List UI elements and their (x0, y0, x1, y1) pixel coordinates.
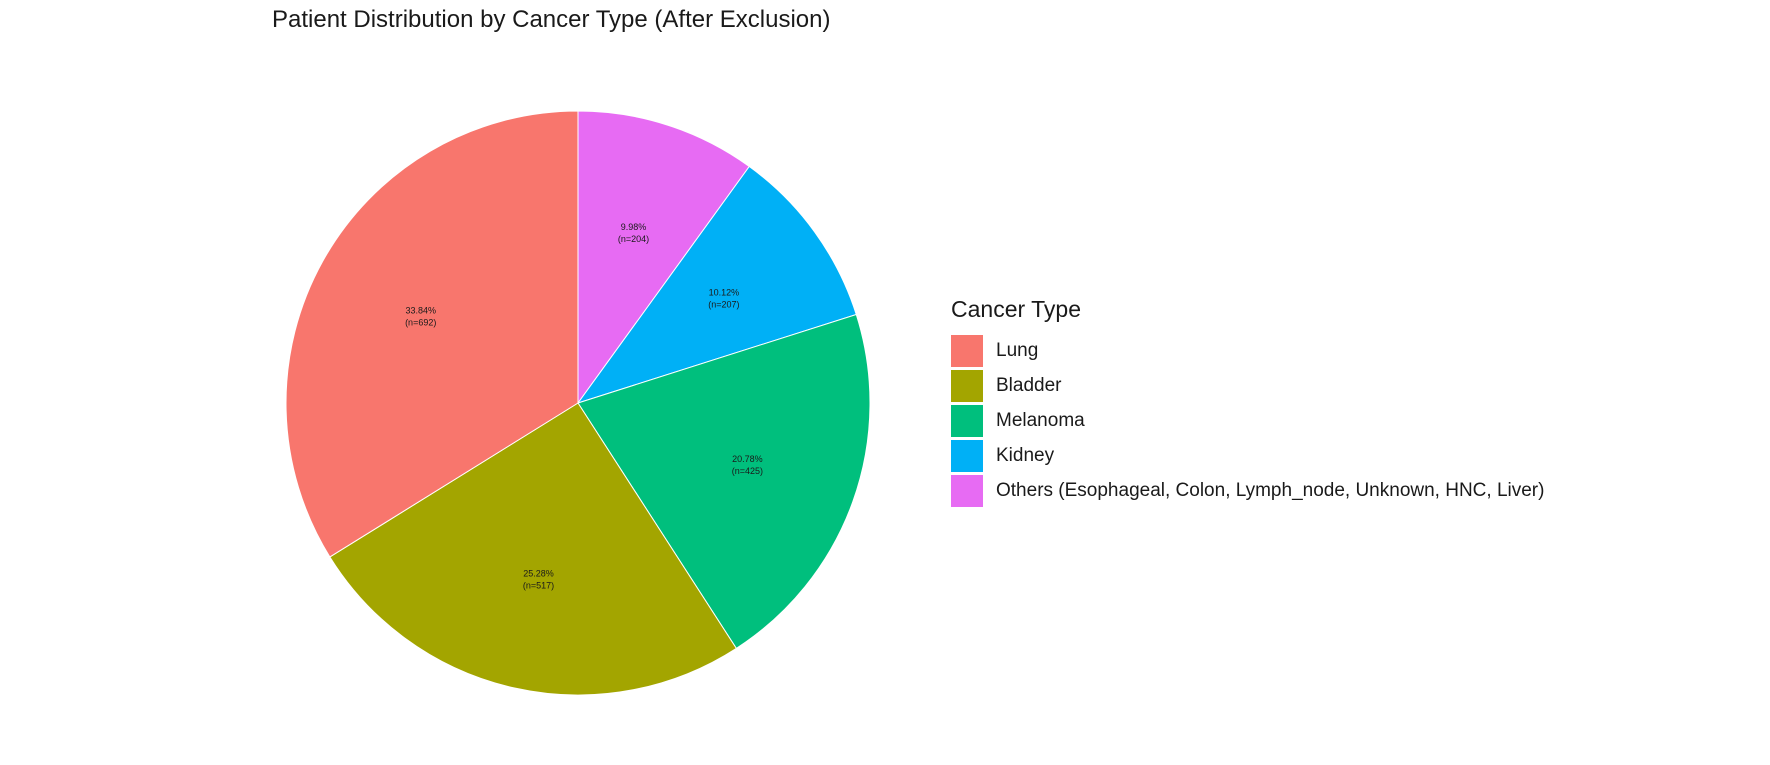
legend-item: Melanoma (951, 403, 1544, 438)
slice-label: 10.12% (n=207) (708, 288, 739, 310)
legend-item: Others (Esophageal, Colon, Lymph_node, U… (951, 473, 1544, 508)
pie-slice-lung (285, 110, 579, 558)
legend-item: Kidney (951, 438, 1544, 473)
legend-swatch (951, 439, 983, 472)
legend-swatch (951, 369, 983, 402)
slice-label: 33.84% (n=692) (405, 305, 436, 327)
legend-label: Lung (996, 339, 1039, 361)
slice-percent: 9.98% (621, 222, 647, 232)
slice-count: (n=204) (618, 234, 649, 244)
legend-item: Bladder (951, 368, 1544, 403)
slice-count: (n=425) (732, 466, 763, 476)
pie-slice-others (577, 110, 750, 405)
legend-label: Kidney (996, 444, 1055, 466)
pie-slice-melanoma (577, 313, 871, 650)
slice-label: 25.28% (n=517) (523, 569, 554, 591)
slice-count: (n=692) (405, 317, 436, 327)
legend-label: Others (Esophageal, Colon, Lymph_node, U… (996, 479, 1545, 501)
chart-title: Patient Distribution by Cancer Type (Aft… (272, 6, 831, 33)
legend-label: Melanoma (996, 409, 1085, 431)
slice-count: (n=517) (523, 581, 554, 591)
slice-percent: 10.12% (709, 288, 740, 298)
slice-percent: 25.28% (523, 569, 554, 579)
legend: Cancer Type Lung Bladder Melanoma Kidney Oth… (951, 296, 1544, 508)
slice-percent: 20.78% (732, 454, 763, 464)
pie-slice-kidney (576, 165, 857, 404)
slice-label: 9.98% (n=204) (618, 222, 649, 244)
legend-swatch (951, 404, 983, 437)
pie-slice-bladder (329, 402, 738, 696)
legend-swatch (951, 334, 983, 367)
legend-swatch (951, 474, 983, 507)
legend-items: Lung Bladder Melanoma Kidney Others (Esophag… (951, 333, 1544, 508)
slice-label: 20.78% (n=425) (732, 454, 763, 476)
legend-title: Cancer Type (951, 296, 1081, 322)
slice-percent: 33.84% (405, 305, 436, 315)
slice-count: (n=207) (708, 300, 739, 310)
legend-label: Bladder (996, 374, 1062, 396)
legend-item: Lung (951, 333, 1544, 368)
